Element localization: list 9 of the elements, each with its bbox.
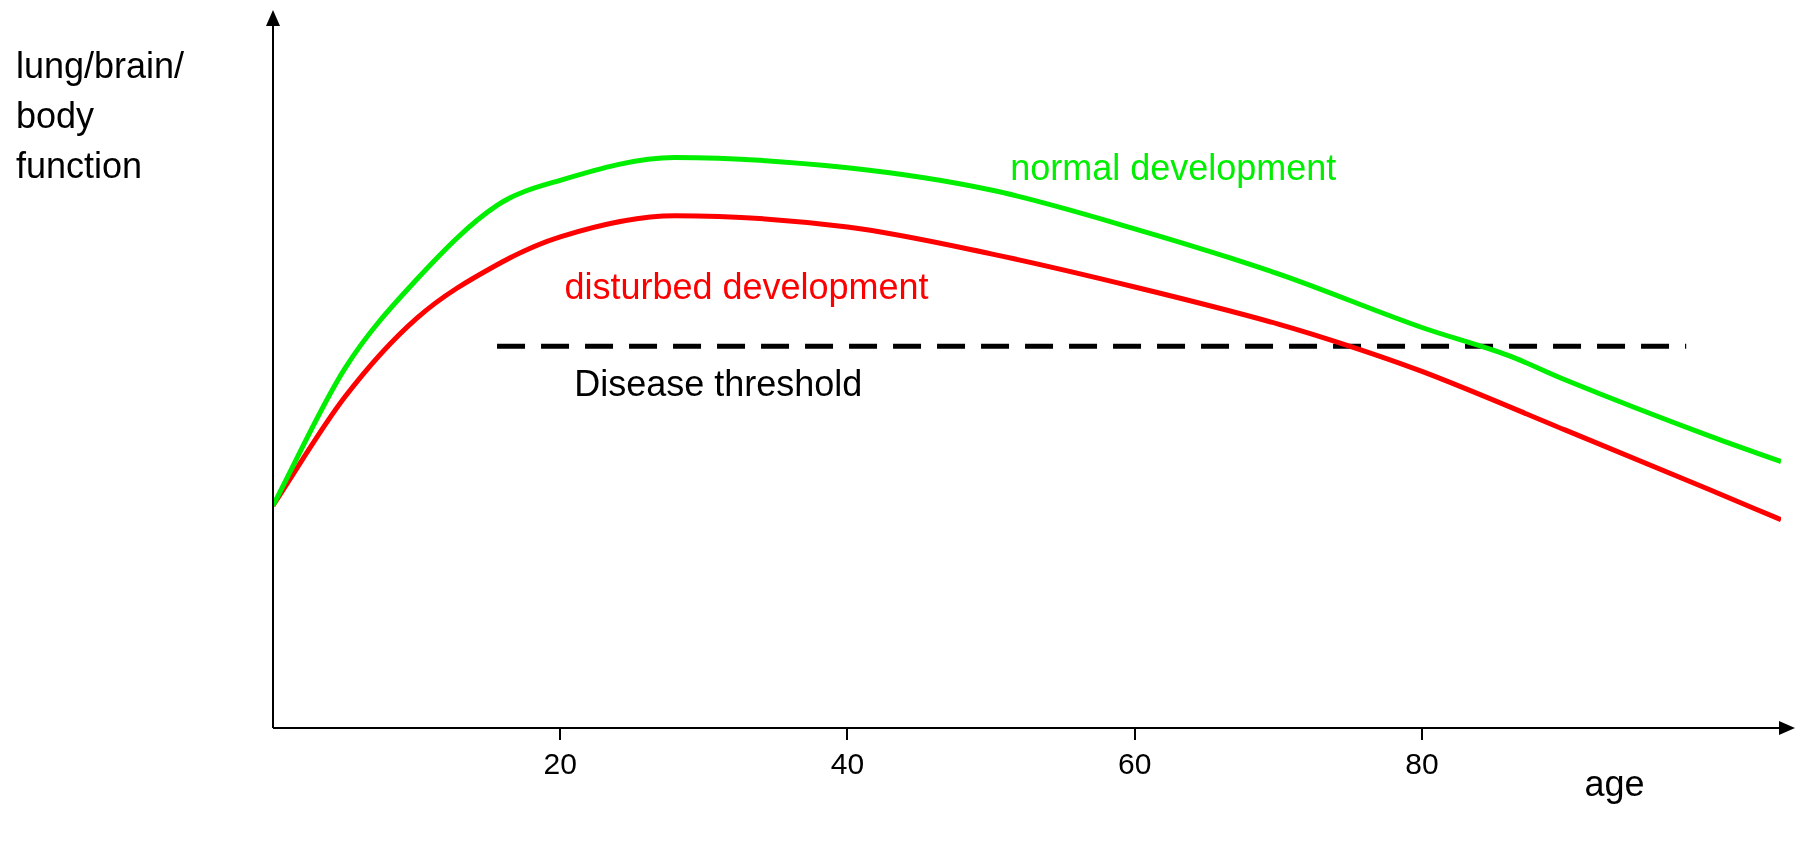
- series-label: normal development: [1010, 146, 1337, 188]
- x-tick-label: 40: [830, 747, 865, 781]
- series-label: disturbed development: [564, 266, 929, 308]
- x-tick-label: 60: [1118, 747, 1152, 781]
- series-label: Disease threshold: [574, 363, 863, 405]
- x-tick-label: 80: [1405, 747, 1439, 781]
- x-tick-label: 20: [543, 747, 577, 781]
- y-axis-title: lung/brain/body function: [16, 44, 185, 186]
- x-axis-title: age: [1584, 762, 1645, 804]
